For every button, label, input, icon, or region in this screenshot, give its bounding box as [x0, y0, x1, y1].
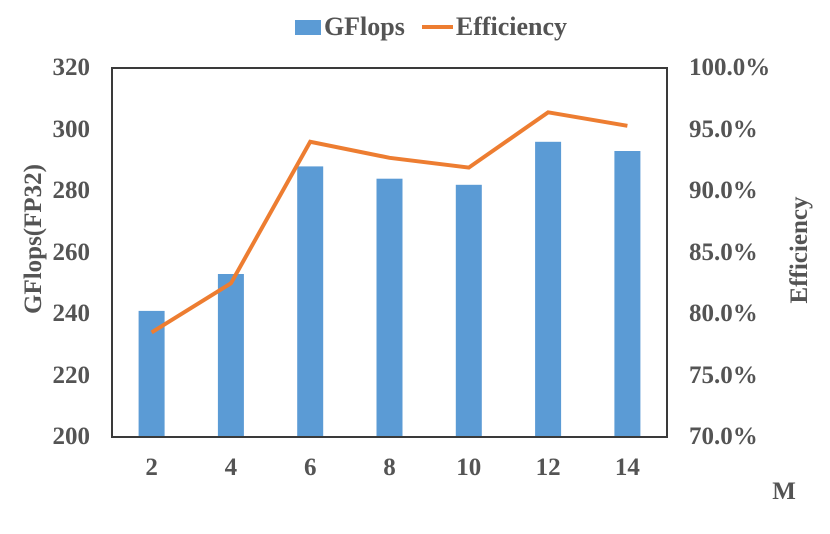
efficiency-line	[150, 110, 628, 335]
x-axis-tick-label: 14	[614, 454, 640, 481]
right-axis-tick-label: 95.0%	[689, 115, 758, 143]
right-axis-tick-label: 75.0%	[689, 361, 758, 389]
right-axis-tick-label: 80.0%	[689, 300, 758, 327]
x-axis-tick-label: 6	[303, 454, 317, 481]
gflops-bar	[297, 166, 324, 437]
left-axis-tick-label: 240	[52, 300, 91, 327]
right-axis-tick-label: 90.0%	[689, 177, 758, 204]
legend-label-efficiency: Efficiency	[455, 12, 568, 41]
left-axis-tick-label: 300	[52, 115, 91, 143]
right-axis-tick-label: 70.0%	[689, 423, 758, 450]
gflops-bar	[376, 178, 403, 437]
chart-legend: GFlops Efficiency	[16, 12, 830, 42]
legend-item-efficiency: Efficiency	[421, 12, 568, 42]
left-axis-tick-label: 200	[52, 423, 91, 450]
x-axis-tick-label: 10	[456, 454, 482, 481]
left-axis-tick-label: 260	[52, 238, 91, 266]
gflops-bar	[455, 184, 482, 437]
x-axis-tick-label: 12	[535, 454, 561, 481]
x-axis-tick-label: 8	[383, 454, 396, 481]
right-axis-tick-label: 100.0%	[689, 54, 771, 81]
right-axis-tick-label: 85.0%	[689, 238, 758, 266]
x-axis-tick-label: 2	[145, 454, 158, 481]
gflops-bar	[614, 151, 641, 437]
efficiency-line-swatch-icon	[421, 25, 453, 29]
x-axis-title: M	[772, 478, 796, 505]
gflops-bar-swatch-icon	[294, 19, 321, 35]
legend-item-gflops: GFlops	[294, 12, 405, 42]
x-axis-tick-label: 4	[224, 454, 238, 481]
left-axis-tick-label: 220	[52, 361, 91, 389]
left-axis-tick-label: 320	[52, 54, 91, 81]
gflops-bar	[217, 274, 244, 437]
left-axis-tick-label: 280	[52, 177, 91, 204]
legend-label-gflops: GFlops	[323, 12, 405, 41]
gflops-bar	[138, 310, 165, 437]
plot-border	[111, 67, 668, 438]
gflops-bar	[535, 141, 562, 438]
